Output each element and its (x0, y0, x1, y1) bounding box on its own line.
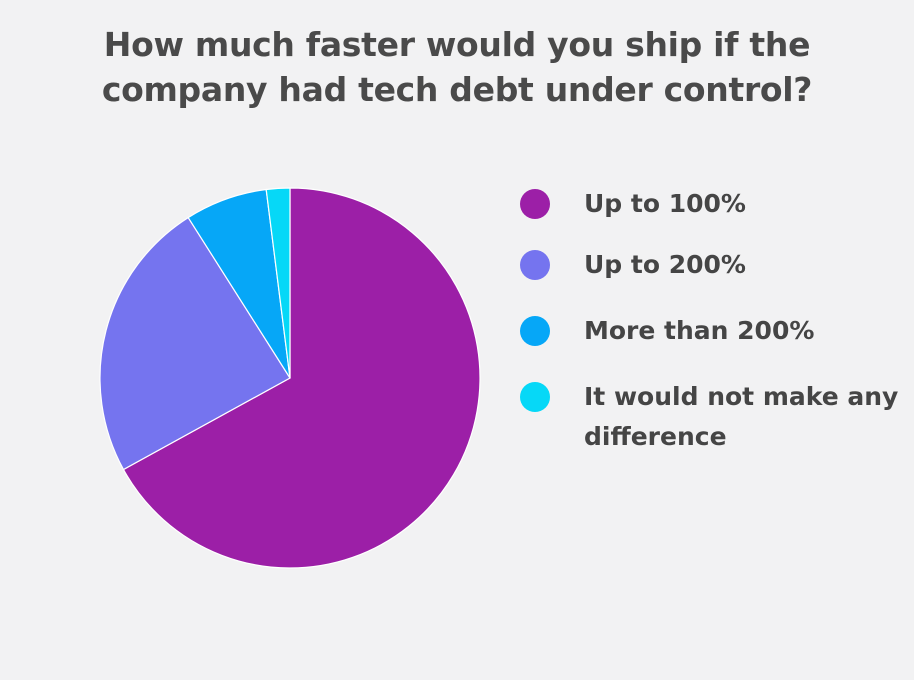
legend-label-line: difference (584, 422, 727, 451)
legend-dot-more-than-200 (520, 316, 550, 346)
legend-dot-no-difference (520, 382, 550, 412)
legend-item-up-to-100: Up to 100% (520, 184, 900, 224)
pie-slice-1 (122, 187, 481, 569)
legend-item-no-difference: It would not make any difference (520, 377, 900, 457)
pie-slice-4 (265, 187, 291, 379)
legend-label-line: Up to 200% (584, 250, 746, 279)
chart-title-line-2: company had tech debt under control? (101, 70, 813, 109)
pie-slice-2 (99, 216, 291, 471)
legend-item-more-than-200: More than 200% (520, 311, 900, 351)
legend-label-up-to-100: Up to 100% (584, 184, 900, 224)
legend-dot-up-to-200 (520, 250, 550, 280)
legend-label-line: Up to 100% (584, 189, 746, 218)
legend-label-no-difference: It would not make any difference (584, 377, 900, 457)
chart-title-line-1: How much faster would you ship if the (103, 25, 811, 64)
legend-item-up-to-200: Up to 200% (520, 245, 900, 285)
chart-title: How much faster would you ship if the co… (0, 22, 914, 112)
legend-label-line: It would not make any (584, 382, 899, 411)
legend-label-line: More than 200% (584, 316, 815, 345)
legend-label-more-than-200: More than 200% (584, 311, 900, 351)
legend-dot-up-to-100 (520, 189, 550, 219)
legend-label-up-to-200: Up to 200% (584, 245, 900, 285)
